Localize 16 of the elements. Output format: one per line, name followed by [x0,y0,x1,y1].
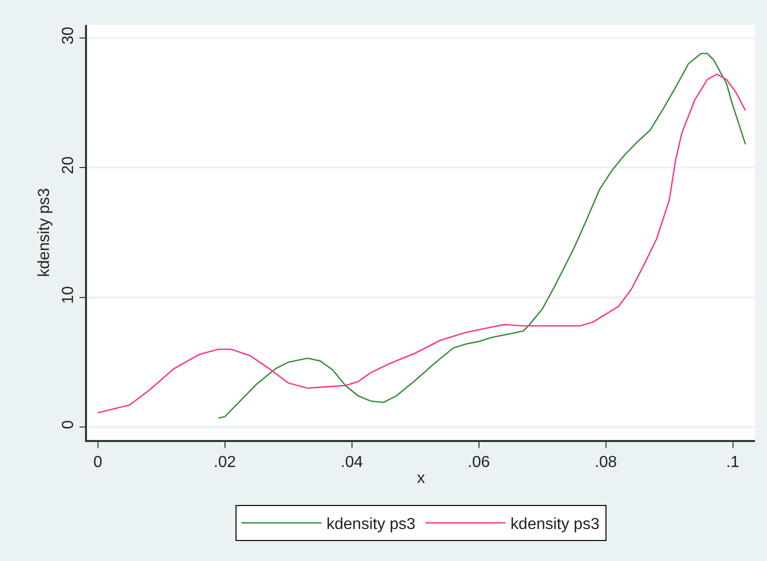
x-tick-label: .06 [468,454,490,471]
y-tick-label: 20 [60,156,77,174]
line-series [218,52,746,419]
line-series [97,74,746,414]
y-tick-label: 0 [60,420,77,430]
y-tick-label: 10 [60,286,77,304]
y-tick-label: 30 [60,26,77,44]
x-tick-label: .04 [340,454,364,471]
x-tick-label: .02 [214,454,236,471]
x-tick-label: 0 [93,454,102,471]
legend-label: kdensity ps3 [510,516,600,534]
x-axis-title: x [417,470,425,488]
x-tick-label: .08 [594,454,617,471]
y-axis-title: kdensity ps3 [36,188,54,277]
x-tick-label: .1 [726,454,740,471]
legend-label: kdensity ps3 [326,516,416,534]
